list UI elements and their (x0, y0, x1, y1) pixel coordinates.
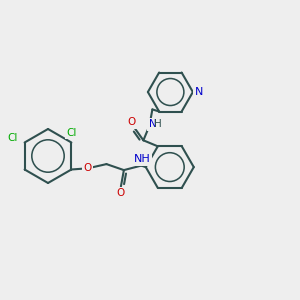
Text: N: N (195, 87, 203, 97)
Text: H: H (154, 119, 162, 129)
Text: O: O (127, 117, 136, 127)
Text: Cl: Cl (8, 133, 18, 143)
Text: N: N (148, 119, 156, 129)
Text: O: O (84, 163, 92, 173)
Text: Cl: Cl (67, 128, 77, 138)
Text: NH: NH (134, 154, 150, 164)
Text: O: O (116, 188, 124, 198)
